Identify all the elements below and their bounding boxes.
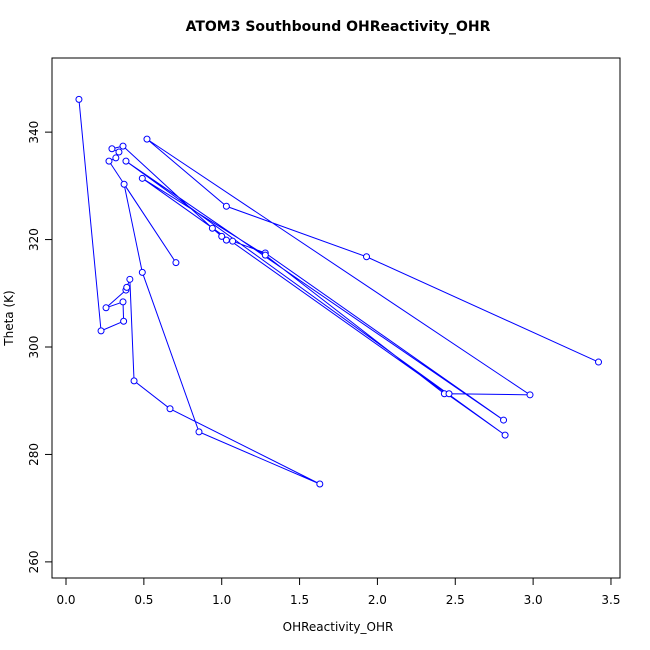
x-tick-label: 3.0 [524, 593, 543, 607]
data-point [363, 253, 371, 261]
data-point [143, 135, 151, 143]
y-tick-label: 320 [27, 228, 41, 251]
chart-title: ATOM3 Southbound OHReactivity_OHR [186, 19, 491, 35]
data-point [115, 148, 123, 156]
y-axis-label: Theta (K) [2, 290, 16, 346]
data-point [138, 174, 146, 182]
data-point [105, 157, 113, 165]
x-tick-label: 1.5 [290, 593, 309, 607]
data-point [138, 268, 146, 276]
y-tick-label: 300 [27, 336, 41, 359]
data-point [97, 327, 105, 335]
data-point [261, 251, 269, 259]
data-point [123, 283, 131, 291]
y-tick-label: 260 [27, 550, 41, 573]
x-tick-label: 2.5 [446, 593, 465, 607]
data-point [172, 259, 180, 267]
data-point [500, 416, 508, 424]
data-point [526, 391, 534, 399]
data-point [120, 180, 128, 188]
data-point [112, 154, 120, 162]
data-point [102, 304, 110, 312]
data-point [229, 237, 237, 245]
data-point [218, 232, 226, 240]
data-point [108, 145, 116, 153]
data-point [130, 377, 138, 385]
x-tick-label: 1.0 [212, 593, 231, 607]
series-line [78, 99, 599, 485]
data-point [75, 95, 83, 103]
data-point [222, 236, 230, 244]
data-point [166, 405, 174, 413]
data-point [119, 298, 127, 306]
data-point [120, 317, 128, 325]
data-point [595, 358, 603, 366]
y-tick-label: 280 [27, 443, 41, 466]
x-tick-label: 0.5 [134, 593, 153, 607]
data-point [122, 157, 130, 165]
y-tick-label: 340 [27, 121, 41, 144]
data-point [445, 390, 453, 398]
data-point [316, 480, 324, 488]
x-tick-label: 0.0 [56, 593, 75, 607]
x-axis-label: OHReactivity_OHR [283, 620, 394, 634]
x-tick-label: 3.5 [601, 593, 620, 607]
data-point [126, 275, 134, 283]
data-point [119, 142, 127, 150]
data-point [501, 431, 509, 439]
x-tick-label: 2.0 [368, 593, 387, 607]
plot-frame [51, 57, 621, 579]
data-point [195, 428, 203, 436]
data-point [222, 202, 230, 210]
data-point [208, 224, 216, 232]
